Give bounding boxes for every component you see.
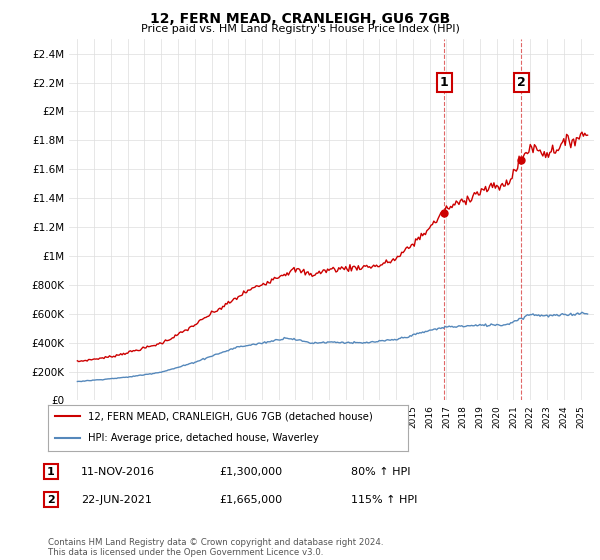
Text: 12, FERN MEAD, CRANLEIGH, GU6 7GB (detached house): 12, FERN MEAD, CRANLEIGH, GU6 7GB (detac…	[88, 412, 373, 421]
Text: 115% ↑ HPI: 115% ↑ HPI	[351, 494, 418, 505]
Text: 80% ↑ HPI: 80% ↑ HPI	[351, 466, 410, 477]
Text: 2: 2	[517, 76, 526, 89]
Text: 2: 2	[47, 494, 55, 505]
Text: 1: 1	[47, 466, 55, 477]
Text: £1,300,000: £1,300,000	[219, 466, 282, 477]
Text: 22-JUN-2021: 22-JUN-2021	[81, 494, 152, 505]
Text: 11-NOV-2016: 11-NOV-2016	[81, 466, 155, 477]
Text: £1,665,000: £1,665,000	[219, 494, 282, 505]
Text: 12, FERN MEAD, CRANLEIGH, GU6 7GB: 12, FERN MEAD, CRANLEIGH, GU6 7GB	[150, 12, 450, 26]
Text: 1: 1	[440, 76, 449, 89]
Text: Contains HM Land Registry data © Crown copyright and database right 2024.
This d: Contains HM Land Registry data © Crown c…	[48, 538, 383, 557]
Text: Price paid vs. HM Land Registry's House Price Index (HPI): Price paid vs. HM Land Registry's House …	[140, 24, 460, 34]
Text: HPI: Average price, detached house, Waverley: HPI: Average price, detached house, Wave…	[88, 433, 319, 443]
